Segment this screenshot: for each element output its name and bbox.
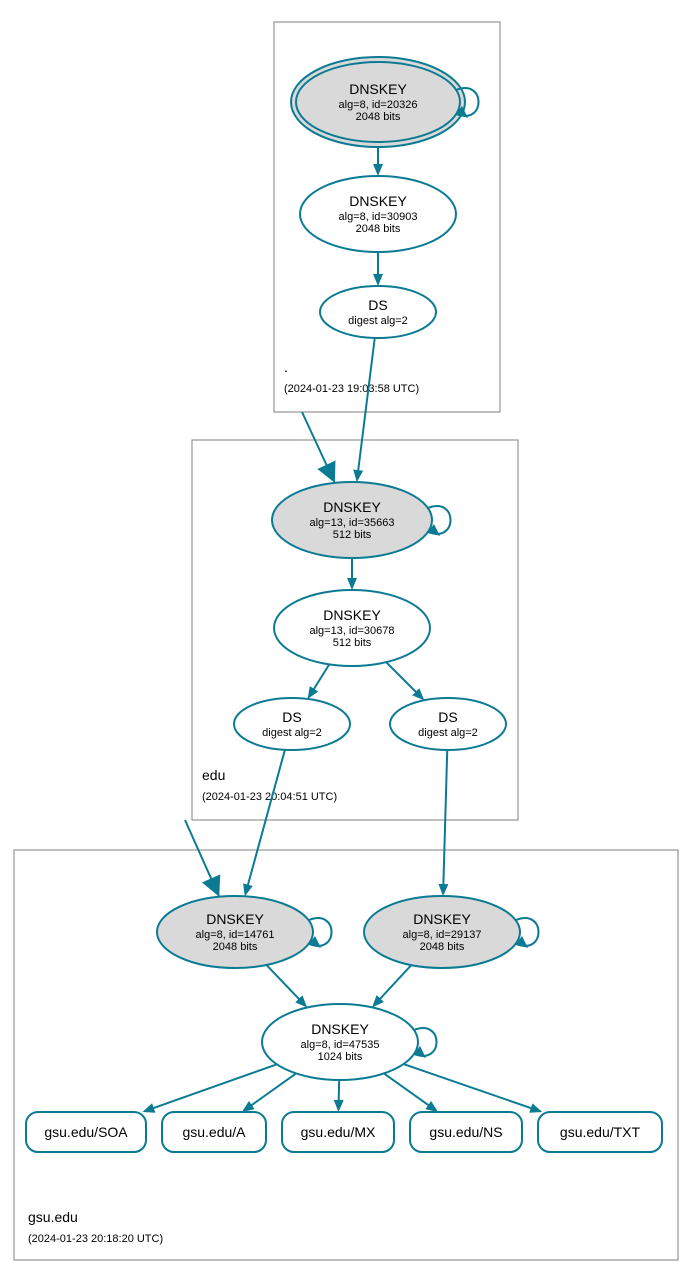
zone-label: . [284,359,288,375]
edge [266,965,307,1008]
node-line2: alg=8, id=47535 [301,1039,380,1051]
node-title: DNSKEY [349,193,407,209]
node-line3: 512 bits [333,529,372,541]
node-line3: 512 bits [333,637,372,649]
node-title: DNSKEY [323,607,381,623]
node-title: DNSKEY [323,499,381,515]
edge [308,664,330,699]
zone-arrow [185,820,220,897]
zone-timestamp: (2024-01-23 20:04:51 UTC) [202,791,337,803]
edge [386,662,424,700]
node-line3: 2048 bits [420,941,465,953]
node-line2: alg=8, id=20326 [339,99,418,111]
node-gk3: DNSKEY alg=8, id=475351024 bits [262,1004,418,1080]
rr-label: gsu.edu/A [182,1124,246,1140]
node-line2: digest alg=2 [418,727,478,739]
node-r1: gsu.edu/SOA [26,1112,146,1152]
edge [242,1073,296,1112]
node-title: DNSKEY [413,911,471,927]
edge [384,1073,438,1112]
node-line3: 2048 bits [213,941,258,953]
node-line2: digest alg=2 [348,315,408,327]
zone-arrow [302,412,335,483]
edge [373,252,383,286]
node-line3: 1024 bits [318,1051,363,1063]
node-line2: alg=8, id=29137 [403,929,482,941]
node-rds: DS digest alg=2 [320,286,436,338]
edge [404,1064,543,1113]
node-r4: gsu.edu/NS [410,1112,522,1152]
node-eds1: DS digest alg=2 [234,698,350,750]
rr-label: gsu.edu/SOA [44,1124,128,1140]
node-r3: gsu.edu/MX [282,1112,394,1152]
node-ek1: DNSKEY alg=13, id=35663512 bits [272,482,432,558]
node-title: DS [368,297,387,313]
rr-label: gsu.edu/NS [429,1124,502,1140]
edge [142,1064,276,1112]
rr-label: gsu.edu/MX [301,1124,376,1140]
node-line3: 2048 bits [356,223,401,235]
node-line2: alg=13, id=35663 [309,517,394,529]
node-title: DS [282,709,301,725]
node-line3: 2048 bits [356,111,401,123]
zone-timestamp: (2024-01-23 20:18:20 UTC) [28,1233,163,1245]
edge [372,965,411,1007]
node-title: DS [438,709,457,725]
node-line2: alg=8, id=14761 [196,929,275,941]
node-line2: alg=8, id=30903 [339,211,418,223]
node-line2: alg=13, id=30678 [309,625,394,637]
node-r5: gsu.edu/TXT [538,1112,662,1152]
node-title: DNSKEY [206,911,264,927]
dnssec-diagram: . (2024-01-23 19:03:58 UTC) edu (2024-01-23… [0,0,691,1278]
node-rk1: DNSKEY alg=8, id=203262048 bits [291,57,465,147]
node-rk2: DNSKEY alg=8, id=309032048 bits [300,176,456,252]
node-ek2: DNSKEY alg=13, id=30678512 bits [274,590,430,666]
zone-timestamp: (2024-01-23 19:03:58 UTC) [284,383,419,395]
zone-label: gsu.edu [28,1209,78,1225]
zone-label: edu [202,767,225,783]
node-title: DNSKEY [311,1021,369,1037]
edge [243,750,285,896]
node-line2: digest alg=2 [262,727,322,739]
edge [438,750,448,896]
edge [347,558,357,590]
edge [334,1080,344,1112]
nodes: DNSKEYalg=8, id=203262048 bitsDNSKEYalg=… [26,57,662,1152]
node-eds2: DS digest alg=2 [390,698,506,750]
rr-label: gsu.edu/TXT [560,1124,641,1140]
node-gk2: DNSKEY alg=8, id=291372048 bits [364,896,520,968]
node-gk1: DNSKEY alg=8, id=147612048 bits [157,896,313,968]
node-r2: gsu.edu/A [162,1112,266,1152]
edge [353,338,374,482]
node-title: DNSKEY [349,81,407,97]
